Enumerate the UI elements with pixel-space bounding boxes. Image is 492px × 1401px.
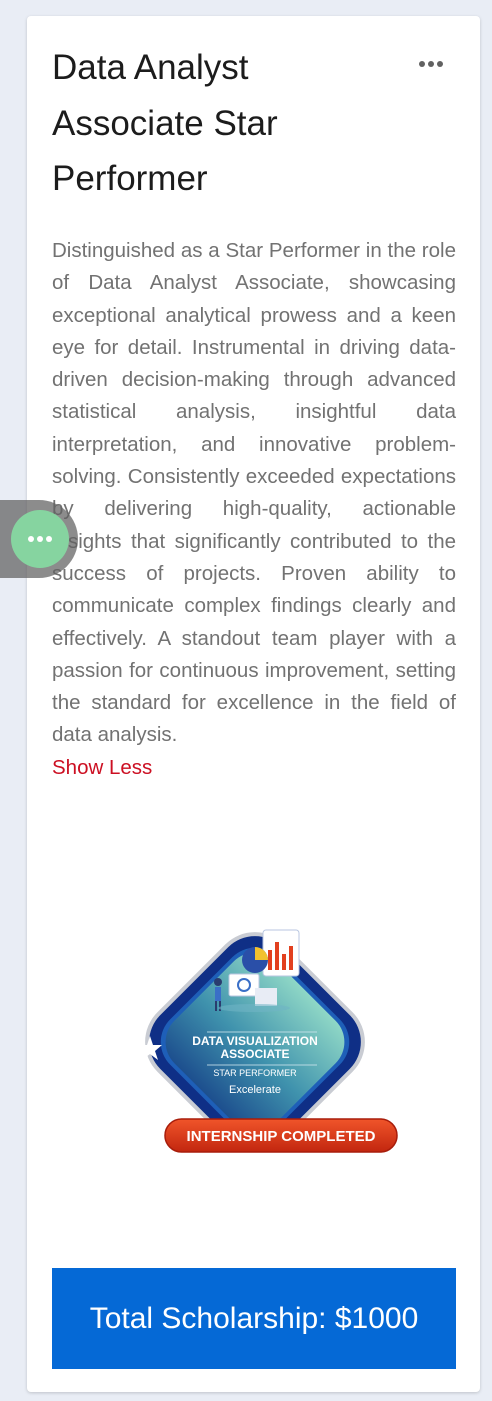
total-scholarship-button[interactable]: Total Scholarship: $1000 xyxy=(52,1268,456,1369)
achievement-card: Data Analyst Associate Star Performer Di… xyxy=(27,16,480,1392)
more-options-button[interactable] xyxy=(412,50,450,78)
card-description: Distinguished as a Star Performer in the… xyxy=(52,235,456,784)
star-icon xyxy=(138,1036,162,1060)
show-less-link[interactable]: Show Less xyxy=(52,755,153,779)
badge-ribbon-text: INTERNSHIP COMPLETED xyxy=(187,1128,376,1145)
more-horizontal-icon xyxy=(27,536,54,542)
analytics-illustration xyxy=(214,929,300,1012)
card-title: Data Analyst Associate Star Performer xyxy=(52,48,278,198)
more-horizontal-icon xyxy=(418,61,445,67)
floating-more-button[interactable] xyxy=(11,510,69,568)
badge-title-line2: ASSOCIATE xyxy=(220,1047,289,1061)
badge-ribbon xyxy=(164,1118,398,1153)
badge-title-line1: DATA VISUALIZATION xyxy=(192,1034,318,1048)
star-icon xyxy=(369,1036,393,1060)
description-text: Distinguished as a Star Performer in the… xyxy=(52,239,456,747)
badge-brand: Excelerate xyxy=(229,1084,281,1096)
star-performer-badge: DATA VISUALIZATION ASSOCIATE STAR PERFOR… xyxy=(103,890,407,1194)
badge-subtitle: STAR PERFORMER xyxy=(213,1068,297,1078)
